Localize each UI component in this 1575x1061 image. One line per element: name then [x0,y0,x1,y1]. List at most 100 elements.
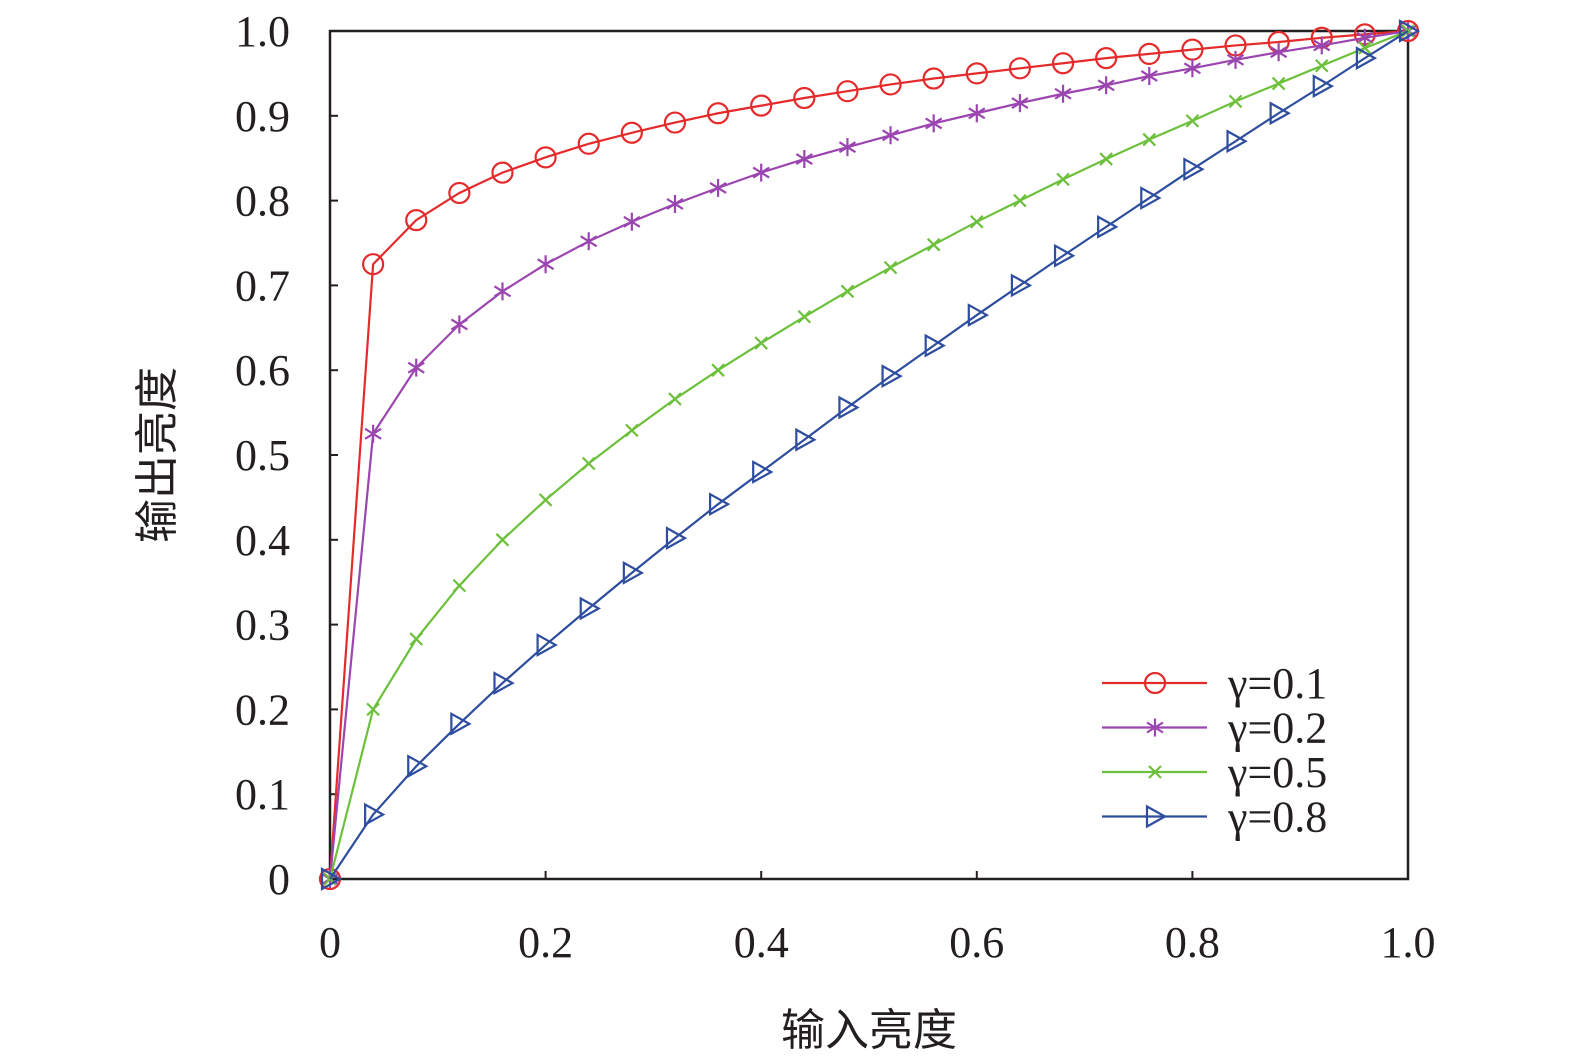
series-γ=0.1 [318,19,1420,891]
x-marker [1358,41,1372,55]
circle-marker [405,209,428,232]
x-marker [926,237,941,252]
x-tick-label: 0.2 [518,918,573,967]
triangle-marker [579,596,601,621]
asterisk-marker [795,150,813,169]
x-marker [366,702,380,717]
y-tick-label: 0.8 [235,177,290,226]
asterisk-marker [925,114,943,133]
x-marker [1013,193,1027,208]
triangle-marker [450,711,472,736]
triangle-marker [1183,157,1205,182]
triangle-marker [1355,46,1378,71]
y-tick-label: 0 [268,855,290,904]
circle-marker [706,102,730,125]
x-marker [625,423,639,438]
y-tick-label: 0.1 [235,770,290,819]
y-tick-label: 1.0 [235,7,290,56]
asterisk-marker [364,424,382,443]
circle-marker [663,111,687,134]
asterisk-marker [968,104,986,123]
asterisk-marker [1270,43,1288,62]
x-marker [840,284,855,299]
x-marker [409,632,424,646]
asterisk-marker [666,194,684,213]
y-tick-label: 0.3 [235,601,290,650]
circle-marker [620,121,643,144]
triangle-marker [1010,273,1033,298]
x-marker [797,309,812,324]
asterisk-marker [1146,718,1164,737]
x-tick-label: 0 [319,918,341,967]
asterisk-marker [838,138,857,157]
circle-marker [362,253,385,276]
x-marker [711,363,725,377]
triangle-marker [407,754,429,779]
asterisk-marker [623,212,641,231]
asterisk-marker [407,358,425,377]
asterisk-marker [1140,66,1158,85]
x-tick-label: 0.8 [1165,918,1220,967]
triangle-marker [708,492,731,517]
x-marker [538,493,553,507]
circle-marker [448,181,471,205]
y-tick-label: 0.7 [235,261,290,310]
x-marker [970,215,984,229]
x-marker [1142,132,1157,147]
triangle-marker [1140,186,1162,210]
circle-marker [750,94,773,117]
x-tick-label: 1.0 [1381,918,1436,967]
asterisk-marker [1226,50,1245,69]
x-axis-label: 输入亮度 [781,1005,957,1056]
x-marker [581,456,596,471]
triangle-marker [881,364,903,389]
triangle-marker [536,633,558,657]
x-marker [1271,76,1286,91]
asterisk-marker [709,178,727,197]
x-marker [1056,172,1070,187]
triangle-marker [752,460,774,484]
x-marker [1228,94,1243,109]
circle-marker [1138,42,1161,65]
series-line [328,29,1409,880]
y-axis-label: 输出亮度 [132,367,183,543]
x-marker [1185,114,1200,128]
triangle-marker [795,427,817,452]
asterisk-marker [1097,76,1115,95]
triangle-marker [1097,215,1119,239]
triangle-marker [493,671,515,695]
legend-item: γ=0.1 [1102,659,1327,708]
asterisk-marker [1011,94,1029,113]
circle-marker [1095,47,1118,70]
x-marker [1314,58,1329,73]
legend-label: γ=0.8 [1227,793,1327,842]
series-γ=0.2 [321,22,1417,888]
legend-label: γ=0.5 [1227,748,1327,797]
asterisk-marker [881,126,900,145]
asterisk-marker [450,315,468,334]
triangle-marker [364,802,386,827]
y-tick-label: 0.4 [235,516,290,565]
circle-marker [577,132,600,155]
triangle-marker [1053,243,1076,268]
x-tick-label: 0.4 [734,918,789,967]
y-tick-label: 0.6 [235,346,290,395]
triangle-marker [1226,129,1248,154]
legend-item: γ=0.5 [1102,748,1327,797]
y-tick-label: 0.9 [235,92,290,141]
circle-marker [491,161,514,184]
y-tick-label: 0.2 [235,685,290,734]
series-γ=0.5 [323,24,1415,886]
triangle-marker [838,395,860,420]
circle-marker [534,146,557,169]
asterisk-marker [1054,84,1072,103]
circle-marker [793,86,816,110]
asterisk-marker [1183,59,1201,78]
asterisk-marker [1356,28,1374,47]
triangle-marker [320,867,343,891]
circle-marker [1008,57,1032,80]
triangle-marker [665,526,688,550]
circle-marker [1051,52,1075,75]
x-marker [1148,765,1162,779]
